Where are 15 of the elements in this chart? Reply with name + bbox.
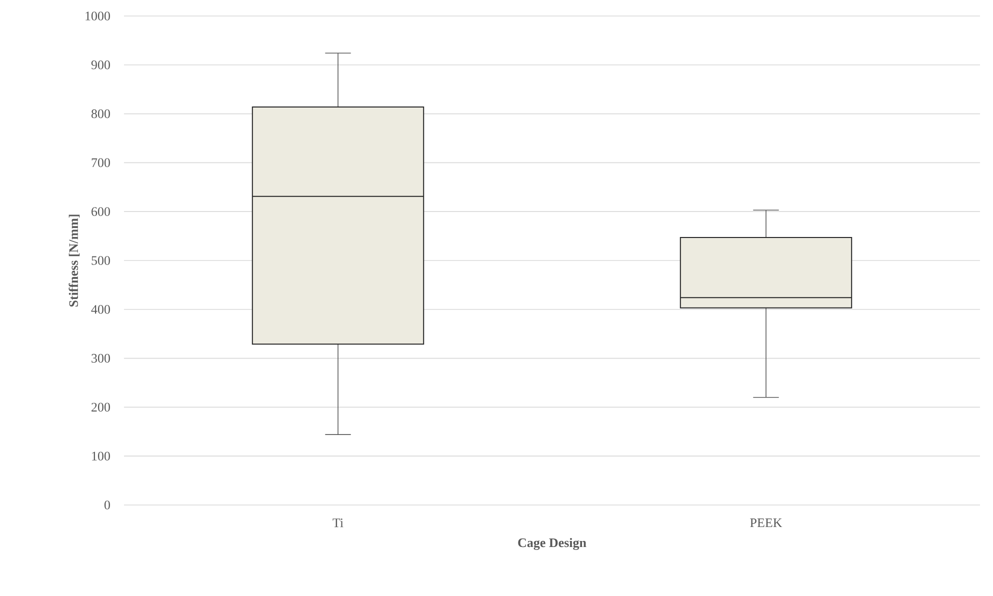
y-tick-label: 800 bbox=[91, 109, 110, 118]
y-tick-label: 1000 bbox=[86, 12, 110, 20]
y-tick-label: 300 bbox=[92, 354, 110, 363]
y-axis-title: Stiffness [N/mm] bbox=[68, 214, 80, 307]
x-tick-label: PEEK bbox=[750, 518, 782, 528]
y-tick-label: 500 bbox=[92, 256, 110, 265]
y-tick-label: 0 bbox=[104, 500, 110, 510]
y-tick-label: 700 bbox=[92, 158, 110, 168]
x-tick-label: Ti bbox=[332, 518, 344, 528]
x-axis-title: Cage Design bbox=[518, 538, 586, 550]
y-tick-label: 200 bbox=[92, 402, 110, 412]
y-tick-label: 600 bbox=[92, 207, 110, 216]
y-tick-label: 400 bbox=[91, 305, 110, 314]
y-tick-label: 900 bbox=[91, 60, 110, 70]
y-tick-label: 100 bbox=[92, 452, 110, 460]
